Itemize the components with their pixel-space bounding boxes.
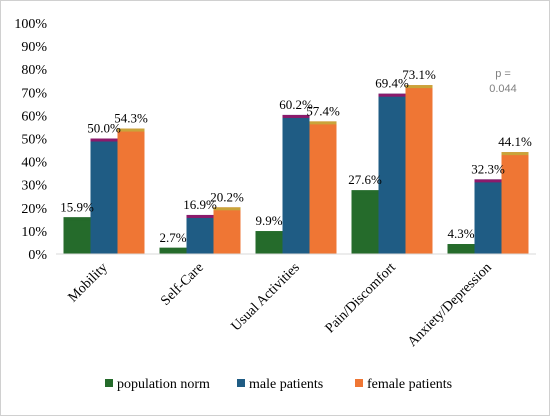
bar-top-accent — [378, 93, 406, 97]
bar-top-accent — [282, 114, 310, 118]
y-tick-label: 0% — [28, 248, 47, 263]
category-label: Anxiety/Depression — [405, 260, 495, 350]
bar-top-accent — [474, 179, 502, 183]
data-label: 32.3% — [471, 161, 505, 176]
y-tick-label: 70% — [21, 86, 47, 101]
p-value-annotation: p = 0.044 — [489, 68, 517, 95]
data-label: 20.2% — [210, 189, 244, 204]
bar-top-accent — [255, 231, 283, 235]
data-label: 4.3% — [447, 226, 474, 241]
legend-swatch — [105, 379, 113, 387]
bar — [501, 152, 529, 254]
bar-top-accent — [405, 85, 433, 89]
category-label: Self-Care — [158, 260, 207, 309]
legend: population norm male patients female patie… — [105, 377, 452, 392]
category-label: Mobility — [66, 260, 111, 305]
bar — [63, 217, 91, 254]
data-label: 44.1% — [498, 134, 532, 149]
category-labels-group: Mobility Self-Care Usual Activities Pain/Di… — [66, 260, 495, 350]
bar — [90, 138, 118, 254]
y-tick-label: 100% — [14, 17, 47, 32]
bar-top-accent — [159, 247, 187, 251]
bar-top-accent — [351, 190, 379, 194]
bar — [474, 179, 502, 254]
bar — [351, 190, 379, 254]
legend-swatch — [355, 379, 363, 387]
y-tick-label: 90% — [21, 40, 47, 55]
bar — [378, 93, 406, 254]
data-label: 9.9% — [255, 213, 282, 228]
y-tick-label: 50% — [21, 133, 47, 148]
legend-swatch — [237, 379, 245, 387]
data-label: 73.1% — [402, 67, 436, 82]
bar — [255, 231, 283, 254]
bar-top-accent — [213, 207, 241, 211]
y-tick-label: 30% — [21, 179, 47, 194]
y-tick-label: 20% — [21, 202, 47, 217]
bars-group — [63, 85, 529, 254]
bar — [282, 114, 310, 254]
bar-top-accent — [186, 214, 214, 218]
data-label: 50.0% — [87, 121, 121, 136]
bar — [447, 244, 475, 254]
data-label: 16.9% — [183, 197, 217, 212]
annotation-line-2: 0.044 — [489, 83, 517, 95]
category-label: Usual Activities — [229, 260, 303, 334]
data-label: 60.2% — [279, 97, 313, 112]
bar — [309, 121, 337, 254]
data-label: 57.4% — [306, 103, 340, 118]
bar — [159, 247, 187, 254]
bar-top-accent — [63, 217, 91, 221]
data-label: 2.7% — [159, 230, 186, 245]
bar-top-accent — [309, 121, 337, 125]
bar — [405, 85, 433, 254]
bar — [213, 207, 241, 254]
data-labels-group: 15.9% 50.0%54.3% 2.7% 16.9%20.2% 9.9% 60.2%57… — [60, 67, 532, 245]
bar-top-accent — [447, 244, 475, 248]
bar-top-accent — [117, 128, 145, 132]
data-label: 27.6% — [348, 172, 382, 187]
data-label: 69.4% — [375, 76, 409, 91]
annotation-line-1: p = — [495, 68, 511, 80]
y-tick-label: 10% — [21, 225, 47, 240]
category-label: Pain/Discomfort — [323, 260, 399, 336]
y-axis-tick-labels: 0% 10% 20% 30% 40% 50% 60% 70% 80% 90% 100% — [14, 17, 47, 263]
bar-top-accent — [501, 152, 529, 156]
data-label: 54.3% — [114, 111, 148, 126]
legend-label: population norm — [117, 377, 210, 392]
y-tick-label: 60% — [21, 109, 47, 124]
legend-label: female patients — [367, 377, 452, 392]
bar — [117, 128, 145, 254]
y-tick-label: 40% — [21, 156, 47, 171]
data-label: 15.9% — [60, 199, 94, 214]
bar — [186, 214, 214, 254]
y-tick-label: 80% — [21, 63, 47, 78]
legend-label: male patients — [249, 377, 323, 392]
bar-top-accent — [90, 138, 118, 142]
